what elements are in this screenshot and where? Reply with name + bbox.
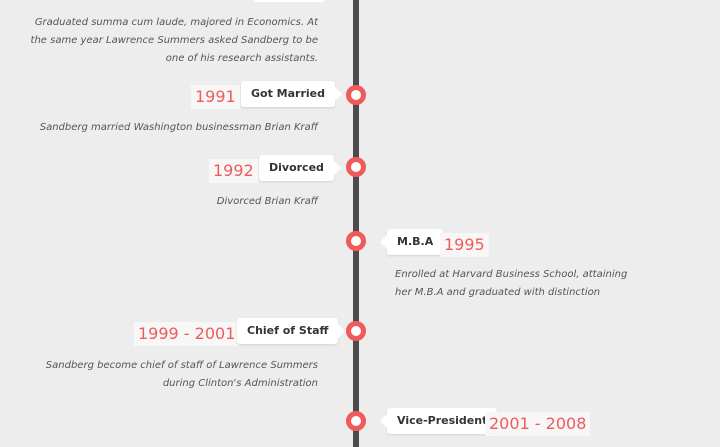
event-year: 1995 xyxy=(440,233,489,257)
timeline-node[interactable] xyxy=(346,85,366,105)
event-title[interactable]: Got Married xyxy=(241,81,342,107)
timeline-node[interactable] xyxy=(346,157,366,177)
event-description: Divorced Brian Kraff xyxy=(216,196,318,207)
event-description: Sandberg married Washington businessman … xyxy=(39,122,318,133)
event-description: Sandberg become chief of staff of Lawren… xyxy=(45,360,318,389)
timeline-line xyxy=(353,0,359,447)
event-title[interactable]: Chief of Staff xyxy=(237,318,346,344)
previous-event-label xyxy=(253,0,325,2)
event-title[interactable]: Divorced xyxy=(259,155,341,181)
event-title[interactable]: Vice-President xyxy=(379,408,498,434)
event-year: 2001 - 2008 xyxy=(485,412,591,436)
event-title[interactable]: M.B.A xyxy=(379,229,444,255)
timeline-node[interactable] xyxy=(346,321,366,341)
event-year: 1999 - 2001 xyxy=(134,322,240,346)
event-year: 1991 xyxy=(191,85,240,109)
timeline-node[interactable] xyxy=(346,411,366,431)
timeline-node[interactable] xyxy=(346,231,366,251)
event-year: 1992 xyxy=(209,159,258,183)
event-description: Enrolled at Harvard Business School, att… xyxy=(395,269,628,298)
event-description: Graduated summa cum laude, majored in Ec… xyxy=(30,17,318,64)
